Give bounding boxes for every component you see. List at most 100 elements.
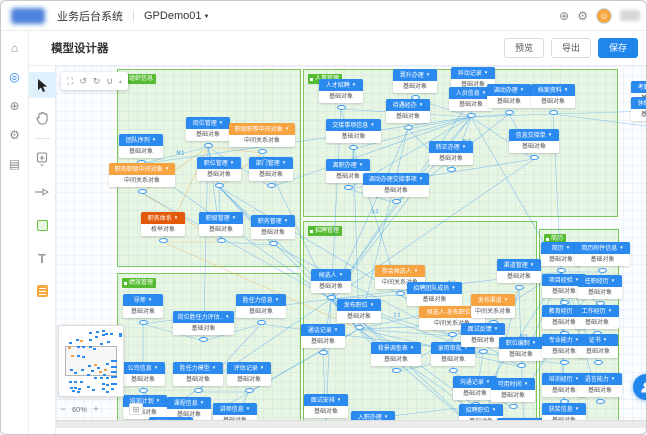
node-port[interactable] [336,105,346,110]
pan-tool[interactable] [29,105,56,131]
model-node[interactable]: 职务管理 ▼ 基础对象 [251,215,295,246]
model-node[interactable]: 交接事项信息 ▼ 基础对象 [326,119,381,150]
node-title[interactable]: 招聘团队成员 ▼ [407,282,462,294]
model-node[interactable]: 团队序列 ▼ 基础对象 [119,134,163,165]
model-node[interactable]: 职级职等中间对象 ▼ 中间关系对象 [229,123,295,154]
collapse-toolbar-icon[interactable]: ▴ [119,78,123,85]
node-title[interactable]: 参会候选人 ▼ [375,265,425,277]
node-port[interactable] [318,350,328,355]
node-port[interactable] [529,155,539,160]
node-port[interactable] [137,189,147,194]
save-button[interactable]: 保存 [597,38,638,58]
assistant-fab[interactable] [633,374,646,400]
node-port[interactable] [193,388,203,393]
node-title[interactable]: 获奖信息 ▼ [542,403,586,415]
node-title[interactable]: 岗位管理 ▼ [186,117,230,129]
node-port[interactable] [138,388,148,393]
node-port[interactable] [514,285,524,290]
node-title[interactable]: 职务体系 ▼ [141,212,185,224]
node-title[interactable]: 职级职等中间对象 ▼ [229,123,295,135]
home-icon[interactable]: ⌂ [10,41,19,55]
globe-icon[interactable]: ⊕ [559,8,570,23]
node-port[interactable] [466,113,476,118]
select-tool[interactable] [28,72,56,98]
node-port[interactable] [203,143,213,148]
model-node[interactable]: 调动办理 ▼ 基础对象 [487,84,531,115]
model-node[interactable]: 职务职级中间对象 ▼ 中间关系对象 [109,163,175,194]
model-node[interactable]: 人员信息 ▼ 基础对象 [449,87,493,118]
node-title[interactable]: 职务管理 ▼ [251,215,295,227]
zoom-in-button[interactable]: + [93,404,99,414]
node-title[interactable]: 转正办理 ▼ [429,141,473,153]
node-title[interactable]: 团队序列 ▼ [119,134,163,146]
node-title[interactable]: 任职经历 ▼ [578,275,622,287]
node-title[interactable]: 晋升办理 ▼ [393,69,437,81]
node-port[interactable] [199,337,208,342]
node-title[interactable]: 发布职位 ▼ [337,299,381,311]
node-port[interactable] [256,320,266,325]
node-port[interactable] [244,388,254,393]
node-title[interactable]: 渠道管理 ▼ [497,259,541,271]
model-node[interactable]: 离职办理 ▼ 基础对象 [326,159,370,190]
model-node[interactable]: 候选人 ▼ 基础对象 [311,269,351,300]
model-node[interactable]: 任职经历 ▼ 基础对象 [578,275,622,306]
model-node[interactable]: 转正办理 ▼ 基础对象 [429,141,473,172]
node-port[interactable] [447,332,457,337]
node-title[interactable]: 简历附件信息 ▼ [575,242,630,254]
node-port[interactable] [343,185,353,190]
node-title[interactable]: 公司信息 ▼ [121,362,165,374]
model-node[interactable]: 胜任力信息 ▼ 基础对象 [236,294,286,325]
node-title[interactable]: 考勤记录▼ [631,81,646,93]
user-avatar[interactable]: ☺ [596,7,612,24]
node-title[interactable]: 人才招聘 ▼ [319,79,363,91]
model-node[interactable]: 专业能力 ▼ 基础对象 [542,334,586,365]
node-title[interactable]: 离职办理 ▼ [326,159,370,171]
project-selector[interactable]: GPDemo01 ▼ [144,9,210,22]
model-designer-icon[interactable]: ◎ [9,70,20,84]
model-node[interactable]: 招聘团队成员 ▼ 基础对象 [407,282,462,313]
node-port[interactable] [448,368,458,373]
model-node[interactable]: 调动办理交接事项 ▼ 基础对象 [363,173,429,204]
node-port[interactable] [395,291,405,296]
model-node[interactable]: 背景调查表 ▼ 基础对象 [371,342,421,373]
model-node[interactable]: 胜任力模型 ▼ 基础对象 [173,362,223,393]
undo-icon[interactable]: ↺ [79,75,87,86]
node-port[interactable] [391,199,401,204]
model-node[interactable]: 面试反馈 ▼ 基础对象 [461,323,505,354]
node-title[interactable]: 培训经历 ▼ [542,373,586,385]
node-title[interactable]: 项目经验 ▼ [542,274,586,286]
settings-icon[interactable]: ⚙ [9,128,20,142]
model-node[interactable]: 部门管理 ▼ 基础对象 [249,157,293,188]
connector-tool[interactable] [29,179,56,205]
node-port[interactable] [593,360,603,365]
node-title[interactable]: 背景调查表 ▼ [371,342,421,354]
node-port[interactable] [516,363,526,368]
node-port[interactable] [598,268,607,273]
node-title[interactable]: 工作经历 ▼ [575,305,619,317]
text-tool[interactable]: T [29,245,56,271]
model-node[interactable]: 渠道管理 ▼ 基础对象 [497,259,541,290]
node-title[interactable]: 讲师信息 ▼ [213,403,257,415]
export-button[interactable]: 导出 [550,38,591,58]
magnet-icon[interactable]: ∪ [106,75,113,86]
node-port[interactable] [354,325,364,330]
node-title[interactable]: 胜任力模型 ▼ [173,362,223,374]
model-node[interactable]: 公司信息 ▼ 基础对象 [121,362,165,393]
add-node-tool[interactable] [29,146,56,172]
model-node[interactable]: 人才招聘 ▼ 基础对象 [319,79,363,110]
node-title[interactable]: 语言能力 ▼ [578,373,622,385]
redo-icon[interactable]: ↻ [92,75,101,86]
node-title[interactable]: 招聘职位 ▼ [459,404,503,416]
node-title[interactable]: 职位编制 ▼ [499,337,543,349]
model-node[interactable]: 评估记录 ▼ 基础对象 [227,362,271,393]
node-title[interactable]: 导师 ▼ [123,294,163,306]
model-node[interactable]: 职务体系 ▼ 枚举对象 [141,212,185,243]
node-title[interactable]: 交接事项信息 ▼ [326,119,381,131]
node-title[interactable]: 职务职级中间对象 ▼ [109,163,175,175]
node-port[interactable] [556,268,566,273]
node-title[interactable]: 候选人 ▼ [311,269,351,281]
fit-screen-icon[interactable]: ⛶ [67,75,74,86]
node-port[interactable] [138,320,148,325]
node-title[interactable]: 人员信息 ▼ [449,87,493,99]
node-port[interactable] [595,399,605,404]
